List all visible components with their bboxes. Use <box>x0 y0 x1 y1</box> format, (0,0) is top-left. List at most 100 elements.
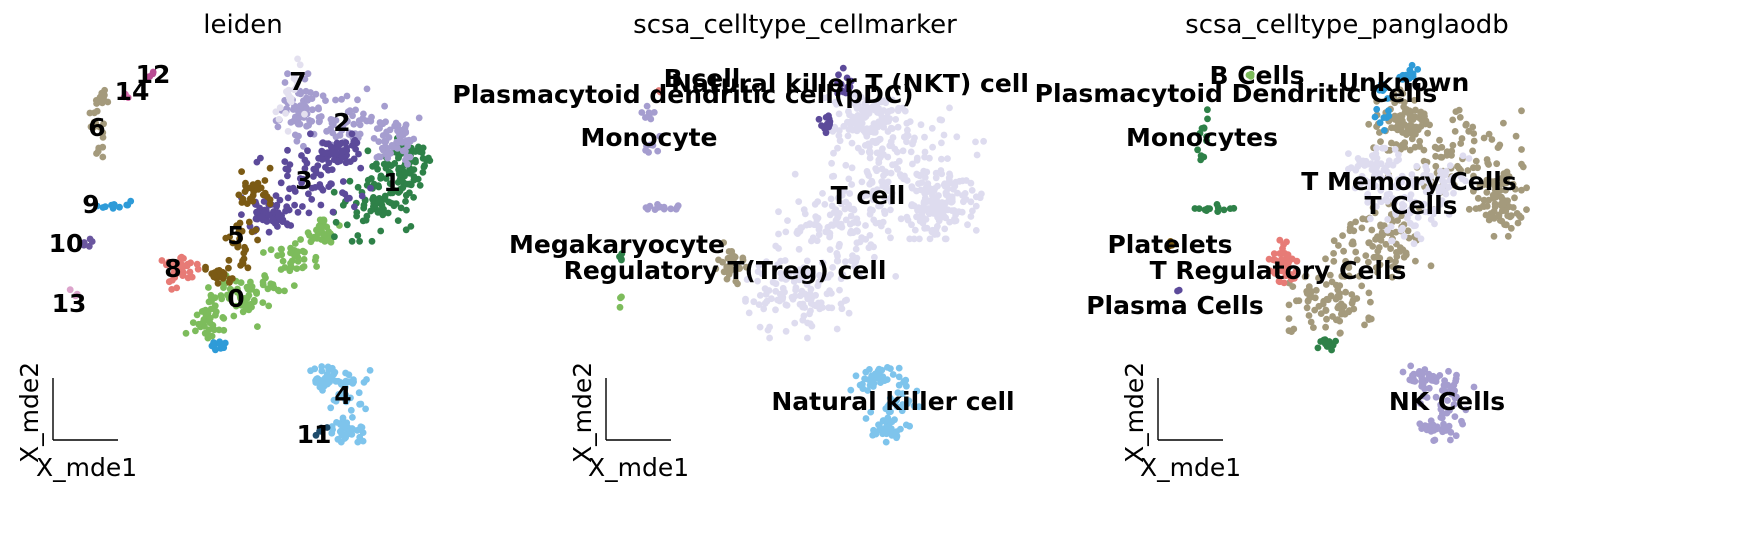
cell-point-1 <box>360 204 368 212</box>
cell-point-natural-killer-cell <box>875 365 883 373</box>
cell-point-unknown <box>1304 297 1312 304</box>
cell-point-0 <box>297 236 304 243</box>
cell-point-0 <box>264 285 272 293</box>
cell-point-nk-cells <box>1437 402 1445 410</box>
cell-point-unknown <box>1311 294 1319 302</box>
cell-point-nk-cells <box>1436 372 1444 379</box>
cell-point-t-cell <box>874 109 881 116</box>
cell-point-2 <box>377 153 384 161</box>
cell-point-t-cells <box>1414 214 1422 221</box>
cell-point-t-cell <box>934 182 941 190</box>
cell-point-t-cell <box>931 210 939 218</box>
cell-point-t-cells <box>1411 183 1419 191</box>
cell-point-natural-killer-t-nkt-cell <box>839 88 847 96</box>
cell-point-8 <box>187 259 195 267</box>
cell-point-nk-cells <box>1444 397 1451 404</box>
cell-point-natural-killer-cell <box>884 414 892 422</box>
cell-point-unknown <box>1412 257 1419 265</box>
cell-point-t-cell <box>845 108 852 115</box>
cell-point-t-memory-cells <box>1465 155 1473 162</box>
cell-point-t-cells <box>1398 172 1406 180</box>
cell-point-plasmacytoid-dendritic-cells <box>1408 61 1416 69</box>
cell-point-9 <box>101 203 109 211</box>
cell-point-t-cell <box>795 198 803 206</box>
cell-point-regulatory-t-treg-cell <box>712 265 720 273</box>
cell-point-t-cell <box>842 258 849 266</box>
cell-point-unknown <box>1416 143 1423 150</box>
cell-point-plasmacytoid-dendritic-cells <box>1384 95 1391 102</box>
cell-point-t-memory-cells <box>1446 162 1454 170</box>
cell-point-t-cell <box>775 230 782 238</box>
cell-point-4 <box>350 378 357 386</box>
cell-point-3 <box>301 165 309 172</box>
cell-point-1 <box>331 233 338 241</box>
cell-point-7 <box>296 61 304 69</box>
cluster-label-12: 12 <box>136 60 171 89</box>
cell-point-unknown <box>1387 245 1394 253</box>
cell-point-unknown <box>1472 157 1480 165</box>
cell-point-0 <box>323 223 331 231</box>
cell-point-monocytes <box>1206 205 1213 213</box>
cell-point-t-cell <box>914 171 921 179</box>
cell-point-t-cell <box>828 173 836 180</box>
cell-point-t-cell <box>942 189 950 197</box>
cell-point-monocyte <box>638 109 646 116</box>
cell-point-unknown <box>1507 212 1515 220</box>
cell-point-1 <box>368 237 376 245</box>
cell-point-0 <box>218 295 226 303</box>
cell-point-plasmacytoid-dendritic-cells <box>1376 119 1384 127</box>
cell-point-natural-killer-cell <box>887 408 894 415</box>
cell-point-unknown <box>1352 248 1360 256</box>
cell-point-t-cell <box>945 195 953 202</box>
cell-point-unknown <box>1330 237 1338 245</box>
cell-point-natural-killer-cell <box>883 430 890 438</box>
cluster-label-11: 11 <box>297 420 332 449</box>
cell-point-t-cell <box>796 228 804 235</box>
cell-point-5 <box>211 272 218 280</box>
cell-point-11 <box>323 424 331 431</box>
cell-point-unknown <box>1469 123 1477 131</box>
cell-point-t-cell <box>849 252 856 259</box>
cell-point-t-cells <box>1431 220 1438 228</box>
cell-point-plasmacytoid-dendritic-cells <box>1381 84 1389 92</box>
cell-point-2 <box>323 127 330 135</box>
cell-point-unknown <box>1391 112 1399 120</box>
cell-point-unknown <box>1464 167 1472 174</box>
cell-point-t-cells <box>1430 210 1437 218</box>
cell-point-0 <box>278 251 286 259</box>
cell-point-monocyte <box>645 149 652 156</box>
cell-point-7 <box>294 79 301 87</box>
cell-point-8 <box>165 258 173 266</box>
cell-point-0 <box>193 311 201 319</box>
cell-point-t-cell <box>892 116 900 123</box>
cell-point-2 <box>295 108 302 116</box>
cell-point-t-cell <box>817 299 825 307</box>
cell-point-0 <box>304 229 312 237</box>
cell-point-natural-killer-cell <box>875 421 882 429</box>
cell-point-t-cell <box>761 285 769 293</box>
cluster-label-b-cells: B Cells <box>1209 61 1304 90</box>
cell-point-t-cell <box>837 220 845 228</box>
cell-point-t-cell <box>818 259 826 266</box>
cell-point-t-cell <box>960 198 967 206</box>
cell-point-2 <box>297 102 304 109</box>
cell-point-regulatory-t-treg-cell <box>736 264 743 272</box>
cell-point-natural-killer-cell <box>862 368 870 376</box>
cell-point-t-cell <box>833 250 841 257</box>
cell-point-5 <box>202 263 209 271</box>
cell-point-5 <box>246 195 254 203</box>
cell-point-unknown <box>1293 297 1300 305</box>
cell-point-t-memory-cells <box>1445 183 1453 191</box>
cell-point-t-cell <box>903 138 910 146</box>
cell-point-unknown <box>1339 232 1346 240</box>
cell-point-1 <box>405 180 413 188</box>
cell-point-2 <box>332 96 339 104</box>
cell-point-t-regulatory-cells <box>1277 261 1285 269</box>
cell-point-nk-cells <box>1462 406 1470 414</box>
cell-point-0 <box>195 320 203 328</box>
cell-point-10 <box>88 238 96 245</box>
cell-point-t-regulatory-cells <box>1270 250 1278 258</box>
cell-point-2 <box>300 142 307 150</box>
cell-point-t-cell <box>834 144 841 152</box>
cell-point-t-cell <box>835 243 843 251</box>
